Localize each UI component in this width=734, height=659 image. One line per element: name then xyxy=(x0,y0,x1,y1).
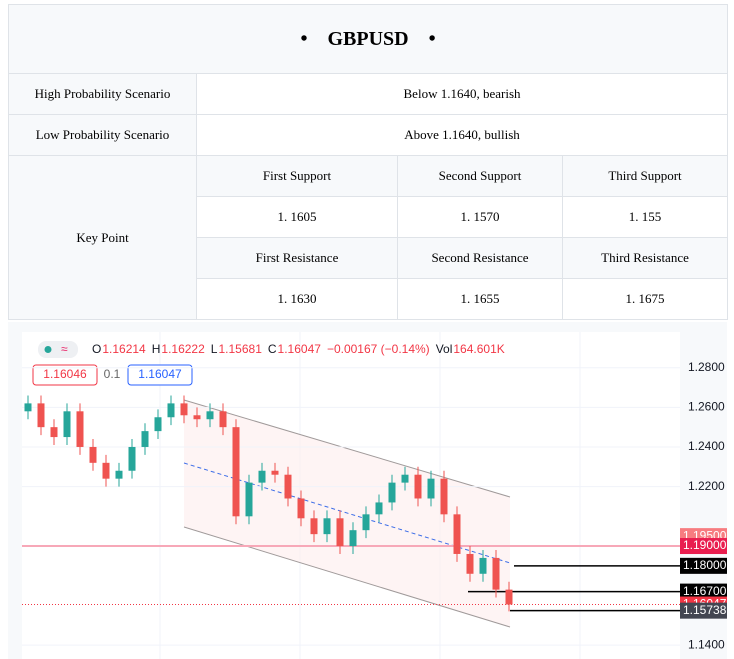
legend-value: 1.15681 xyxy=(218,342,262,356)
candle-body xyxy=(232,427,240,517)
candle-body xyxy=(388,482,396,503)
candle-body xyxy=(401,474,409,483)
row-label: High Probability Scenario xyxy=(8,73,197,115)
legend: ≈ O 1.16214 H 1.16222 L 1.15681 C 1.16047 −0.001… xyxy=(38,341,505,358)
header-cell: Second Resistance xyxy=(397,237,563,279)
candle-body xyxy=(102,462,110,479)
candle-body xyxy=(89,446,97,463)
row-value: Below 1.1640, bearish xyxy=(195,73,729,115)
candle-body xyxy=(193,415,201,420)
candle-body xyxy=(349,530,357,547)
legend-key: O xyxy=(92,342,101,356)
candle-body xyxy=(258,470,266,483)
candle-body xyxy=(323,518,331,535)
header-cell: First Support xyxy=(196,155,398,197)
volume: 164.601K xyxy=(453,342,504,356)
candle-body xyxy=(297,498,305,519)
candle-body xyxy=(37,403,45,428)
candle-body xyxy=(427,478,435,499)
title: GBPUSD xyxy=(327,27,409,50)
channel-top xyxy=(183,399,511,498)
candle-body xyxy=(479,557,487,574)
price-tag-label: 1.19000 xyxy=(683,538,727,552)
candle-body xyxy=(505,589,513,605)
legend-value: 1.16214 xyxy=(102,342,146,356)
value-cell: 1. 155 xyxy=(561,196,729,238)
y-tick-label: 1.2200 xyxy=(688,479,725,493)
wave-icon: ≈ xyxy=(61,342,68,356)
header-cell: Third Support xyxy=(561,155,729,197)
report: • GBPUSD • High Probability Scenario Belo… xyxy=(7,4,729,320)
volume-label: Vol xyxy=(436,342,453,356)
price-tag-label: 1.16700 xyxy=(683,584,727,598)
sell-box xyxy=(32,364,98,386)
candle-body xyxy=(141,431,149,447)
row-value: Above 1.1640, bullish xyxy=(195,114,729,156)
candle-body xyxy=(63,411,71,438)
candle-body xyxy=(375,502,383,515)
price-chart: ≈ O 1.16214 H 1.16222 L 1.15681 C 1.16047 −0.001… xyxy=(8,322,727,659)
candle-body xyxy=(284,474,292,499)
y-tick-label: 1.2600 xyxy=(688,400,725,414)
legend-key: L xyxy=(211,342,218,356)
y-tick-label: 1.1400 xyxy=(688,637,725,651)
title-cell: • GBPUSD • xyxy=(7,4,729,74)
buy-price: 1.16047 xyxy=(138,367,182,381)
price-tag xyxy=(680,602,727,619)
candle-body xyxy=(492,557,500,590)
value-cell: 1. 1605 xyxy=(196,196,398,238)
candle-body xyxy=(167,403,175,418)
spread: 0.1 xyxy=(104,367,121,381)
row-label: Key Point xyxy=(8,155,197,320)
candle-body xyxy=(206,411,214,420)
status-dot xyxy=(44,346,52,353)
row-label: Low Probability Scenario xyxy=(8,114,197,156)
candle-body xyxy=(154,417,162,432)
candle-body xyxy=(362,514,370,531)
candle-body xyxy=(76,411,84,447)
sell-price: 1.16046 xyxy=(43,367,87,381)
candle-body xyxy=(310,518,318,535)
candle-body xyxy=(180,403,188,416)
candle-body xyxy=(271,470,279,475)
channel-bottom xyxy=(183,526,511,628)
candle-body xyxy=(219,411,227,428)
candle-body xyxy=(466,553,474,574)
scenario-table: • GBPUSD • High Probability Scenario Belo… xyxy=(7,4,729,320)
candle-body xyxy=(453,514,461,554)
y-tick-label: 1.2400 xyxy=(688,439,725,453)
candle-body xyxy=(24,403,32,412)
header-cell: Third Resistance xyxy=(561,237,729,279)
value-cell: 1. 1630 xyxy=(196,278,398,320)
candle-body xyxy=(245,482,253,517)
candle-body xyxy=(128,446,136,471)
price-tag-label: 1.15738 xyxy=(683,603,727,617)
change: −0.00167 (−0.14%) xyxy=(327,342,430,356)
price-tag xyxy=(680,583,727,600)
legend-value: 1.16222 xyxy=(161,342,205,356)
legend-key: H xyxy=(152,342,161,356)
candle-body xyxy=(115,470,123,479)
indicator-pill xyxy=(38,341,78,358)
legend-value: 1.16047 xyxy=(278,342,322,356)
header-cell: Second Support xyxy=(397,155,563,197)
price-tag-label: 1.18000 xyxy=(683,558,727,572)
candle-body xyxy=(50,427,58,438)
candle-body xyxy=(336,518,344,547)
value-cell: 1. 1655 xyxy=(397,278,563,320)
candle-body xyxy=(440,478,448,515)
value-cell: 1. 1570 xyxy=(397,196,563,238)
candle-body xyxy=(414,474,422,499)
legend-key: C xyxy=(268,342,277,356)
price-tag xyxy=(680,538,727,555)
price-tag xyxy=(680,557,727,574)
buy-box xyxy=(127,364,193,386)
value-cell: 1. 1675 xyxy=(561,278,729,320)
y-tick-label: 1.2800 xyxy=(688,360,725,374)
header-cell: First Resistance xyxy=(196,237,398,279)
